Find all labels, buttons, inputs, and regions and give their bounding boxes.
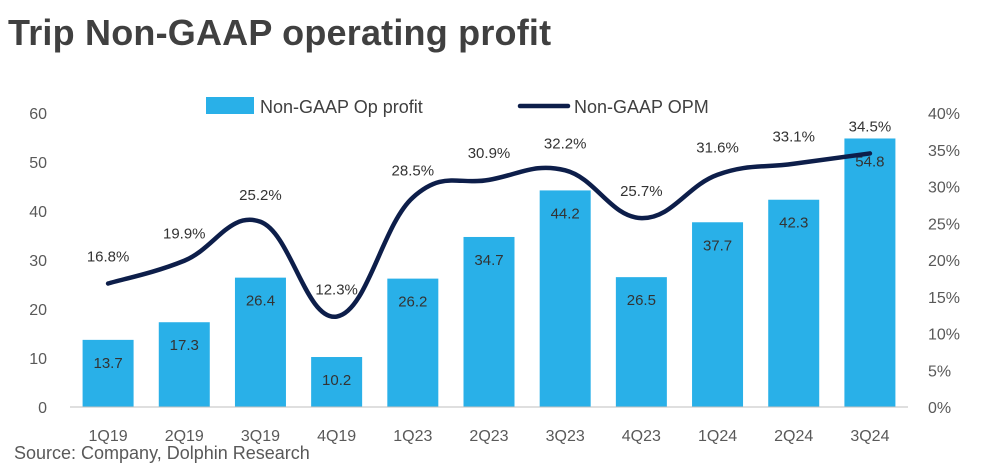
- line-value-label: 28.5%: [392, 163, 435, 180]
- x-tick-label: 4Q19: [317, 428, 356, 445]
- y-left-tick-label: 30: [29, 253, 47, 270]
- bar: [311, 357, 363, 407]
- y-right-tick-label: 20%: [928, 253, 960, 270]
- line-value-label: 25.2%: [239, 187, 282, 204]
- legend-label-line: Non-GAAP OPM: [574, 97, 709, 117]
- x-tick-label: 1Q19: [89, 428, 128, 445]
- line-value-label: 34.5%: [849, 118, 892, 135]
- line-value-label: 16.8%: [87, 249, 130, 266]
- x-tick-label: 1Q23: [393, 428, 432, 445]
- y-right-tick-label: 0%: [928, 400, 951, 417]
- x-tick-label: 3Q19: [241, 428, 280, 445]
- y-right-tick-label: 40%: [928, 106, 960, 123]
- line-value-label: 19.9%: [163, 226, 206, 243]
- x-tick-label: 3Q23: [546, 428, 585, 445]
- x-tick-label: 3Q24: [850, 428, 889, 445]
- y-left-tick-label: 0: [38, 400, 47, 417]
- line-value-label: 30.9%: [468, 145, 511, 162]
- source-note: Source: Company, Dolphin Research: [14, 443, 310, 463]
- bar-value-label: 13.7: [93, 355, 122, 372]
- y-right-tick-label: 15%: [928, 290, 960, 307]
- chart-title: Trip Non-GAAP operating profit: [8, 12, 552, 53]
- bar: [463, 236, 515, 407]
- bar-value-label: 17.3: [170, 337, 199, 354]
- bar-value-label: 26.4: [246, 293, 275, 310]
- bar: [768, 199, 820, 407]
- y-left-tick-label: 50: [29, 155, 47, 172]
- line-value-label: 12.3%: [315, 282, 358, 299]
- bar: [158, 322, 210, 407]
- bar-value-label: 26.2: [398, 294, 427, 311]
- x-tick-label: 4Q23: [622, 428, 661, 445]
- bar: [615, 277, 667, 407]
- y-left-tick-label: 10: [29, 351, 47, 368]
- series-line-opm: [105, 151, 873, 319]
- bar: [692, 222, 744, 407]
- y-right-tick-label: 30%: [928, 180, 960, 197]
- y-right-tick-label: 10%: [928, 327, 960, 344]
- y-left-tick-label: 60: [29, 106, 47, 123]
- y-left-tick-label: 40: [29, 204, 47, 221]
- line-value-label: 33.1%: [772, 129, 815, 146]
- bar: [844, 138, 896, 408]
- bar-value-label: 37.7: [703, 237, 732, 254]
- bar: [234, 277, 286, 407]
- line-value-label: 31.6%: [696, 140, 739, 157]
- legend-label-bar: Non-GAAP Op profit: [260, 97, 423, 117]
- bar: [539, 190, 591, 407]
- bar-value-label: 44.2: [551, 205, 580, 222]
- bar-value-label: 54.8: [855, 153, 884, 170]
- bar-value-label: 10.2: [322, 372, 351, 389]
- x-tick-label: 2Q24: [774, 428, 813, 445]
- x-tick-label: 1Q24: [698, 428, 737, 445]
- y-right-tick-label: 35%: [928, 143, 960, 160]
- bar-value-label: 42.3: [779, 215, 808, 232]
- bar-value-label: 34.7: [474, 252, 503, 269]
- line-value-label: 32.2%: [544, 135, 587, 152]
- y-right-tick-label: 5%: [928, 363, 951, 380]
- x-tick-label: 2Q23: [469, 428, 508, 445]
- bar: [82, 339, 134, 407]
- x-tick-label: 2Q19: [165, 428, 204, 445]
- y-right-tick-label: 25%: [928, 216, 960, 233]
- y-left-tick-label: 20: [29, 302, 47, 319]
- bar-value-label: 26.5: [627, 292, 656, 309]
- line-value-label: 25.7%: [620, 183, 663, 200]
- legend-swatch-bar: [206, 97, 254, 114]
- bar: [387, 278, 439, 407]
